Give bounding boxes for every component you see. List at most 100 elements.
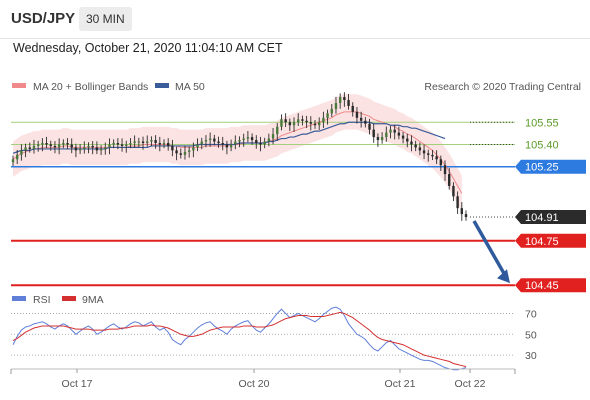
candle-body — [259, 142, 262, 145]
candle-body — [355, 111, 359, 118]
candle-body — [351, 105, 354, 112]
candle-body — [292, 122, 296, 126]
legend-ma50: MA 50 — [175, 81, 205, 93]
candle-body — [393, 129, 396, 133]
candle-body — [108, 144, 111, 148]
candle-body — [154, 140, 157, 143]
candle-body — [280, 119, 283, 127]
candle-body — [347, 100, 350, 106]
candle-body — [200, 141, 203, 145]
candle-body — [112, 142, 115, 145]
candle-body — [456, 196, 459, 209]
candle-body — [401, 135, 405, 139]
candle-body — [204, 140, 208, 142]
candle-body — [225, 144, 229, 148]
candle-body — [125, 144, 128, 146]
candle-body — [359, 117, 363, 121]
candle-body — [376, 137, 380, 141]
candle-body — [301, 119, 304, 121]
time-tick-label: Oct 21 — [385, 378, 416, 390]
chart-header: USD/JPY 30 MIN — [0, 0, 590, 39]
candle-body — [162, 142, 166, 145]
candle-body — [15, 154, 19, 160]
candle-body — [380, 137, 384, 141]
candle-body — [41, 142, 44, 145]
candle-body — [95, 147, 99, 151]
candle-body — [414, 144, 417, 148]
candle-body — [372, 129, 375, 138]
candle-body — [187, 150, 191, 152]
time-tick-label: Oct 17 — [62, 378, 93, 390]
candle-body — [133, 141, 136, 143]
candle-body — [150, 140, 153, 142]
candle-body — [221, 142, 224, 145]
legend-rsi: RSI — [33, 294, 51, 306]
candle-body — [74, 147, 78, 151]
legend-9ma: 9MA — [82, 294, 104, 306]
candle-body — [364, 120, 367, 124]
candle-body — [246, 137, 250, 139]
current-price-label: 104.91 — [525, 212, 559, 224]
candle-body — [431, 154, 434, 157]
pivot-tag — [515, 159, 586, 174]
candle-body — [452, 185, 455, 197]
time-tick-label: Oct 22 — [455, 378, 486, 390]
candle-body — [330, 108, 333, 114]
candle-body — [439, 159, 443, 166]
candle-body — [276, 126, 279, 135]
rsi-tick-label: 50 — [525, 329, 537, 341]
datetime-label: Wednesday, October 21, 2020 11:04:10 AM … — [13, 41, 283, 55]
candle-body — [418, 147, 422, 151]
candle-body — [36, 144, 40, 146]
current-price-tag — [515, 210, 586, 225]
candle-body — [99, 148, 103, 151]
candle-body — [120, 144, 124, 146]
candle-body — [435, 156, 438, 160]
candle-body — [208, 138, 212, 141]
candle-body — [255, 140, 258, 143]
candle-body — [385, 132, 388, 138]
rsi-tick-label: 70 — [525, 308, 537, 320]
resistance-label: 105.40 — [525, 139, 559, 151]
time-axis-ticks: Oct 17 Oct 20 Oct 21 Oct 22 — [10, 369, 516, 390]
candle-body — [334, 102, 338, 109]
candle-body — [87, 145, 90, 148]
candle-body — [250, 137, 254, 141]
support-tag — [515, 278, 586, 293]
candle-body — [158, 142, 162, 145]
candle-body — [53, 145, 57, 148]
candle-body — [263, 141, 266, 145]
candle-body — [242, 138, 245, 141]
support-tag — [515, 233, 586, 248]
candle-body — [284, 119, 287, 123]
candle-body — [297, 119, 300, 123]
candle-body — [406, 138, 409, 142]
candle-body — [422, 150, 426, 154]
candle-body — [229, 144, 233, 148]
candle-body — [78, 148, 82, 151]
candle-body — [20, 150, 23, 155]
candle-body — [238, 140, 241, 142]
candle-body — [305, 120, 308, 123]
rsi-chart: 70 50 30 — [11, 306, 537, 371]
price-chart: 105.55 105.40 105.25 104.91 104.75 104.45 — [11, 92, 586, 293]
candle-body — [32, 145, 36, 149]
legend-swatch-bollinger — [12, 83, 26, 88]
candle-body — [49, 144, 52, 146]
candle-body — [213, 138, 216, 142]
candle-body — [83, 147, 86, 149]
candle-body — [271, 134, 275, 139]
projection-arrow-shaft — [472, 220, 507, 277]
candle-body — [317, 122, 321, 126]
bollinger-band-area — [13, 94, 462, 212]
candle-body — [146, 141, 149, 143]
support-label: 104.45 — [525, 280, 559, 292]
pair-title: USD/JPY — [11, 10, 76, 27]
candle-body — [62, 142, 65, 145]
candle-body — [322, 117, 325, 123]
rsi-9ma-line — [12, 311, 467, 368]
candle-body — [171, 145, 174, 151]
candle-body — [326, 113, 329, 118]
timeframe-badge[interactable]: 30 MIN — [79, 7, 132, 31]
candle-body — [397, 132, 401, 136]
